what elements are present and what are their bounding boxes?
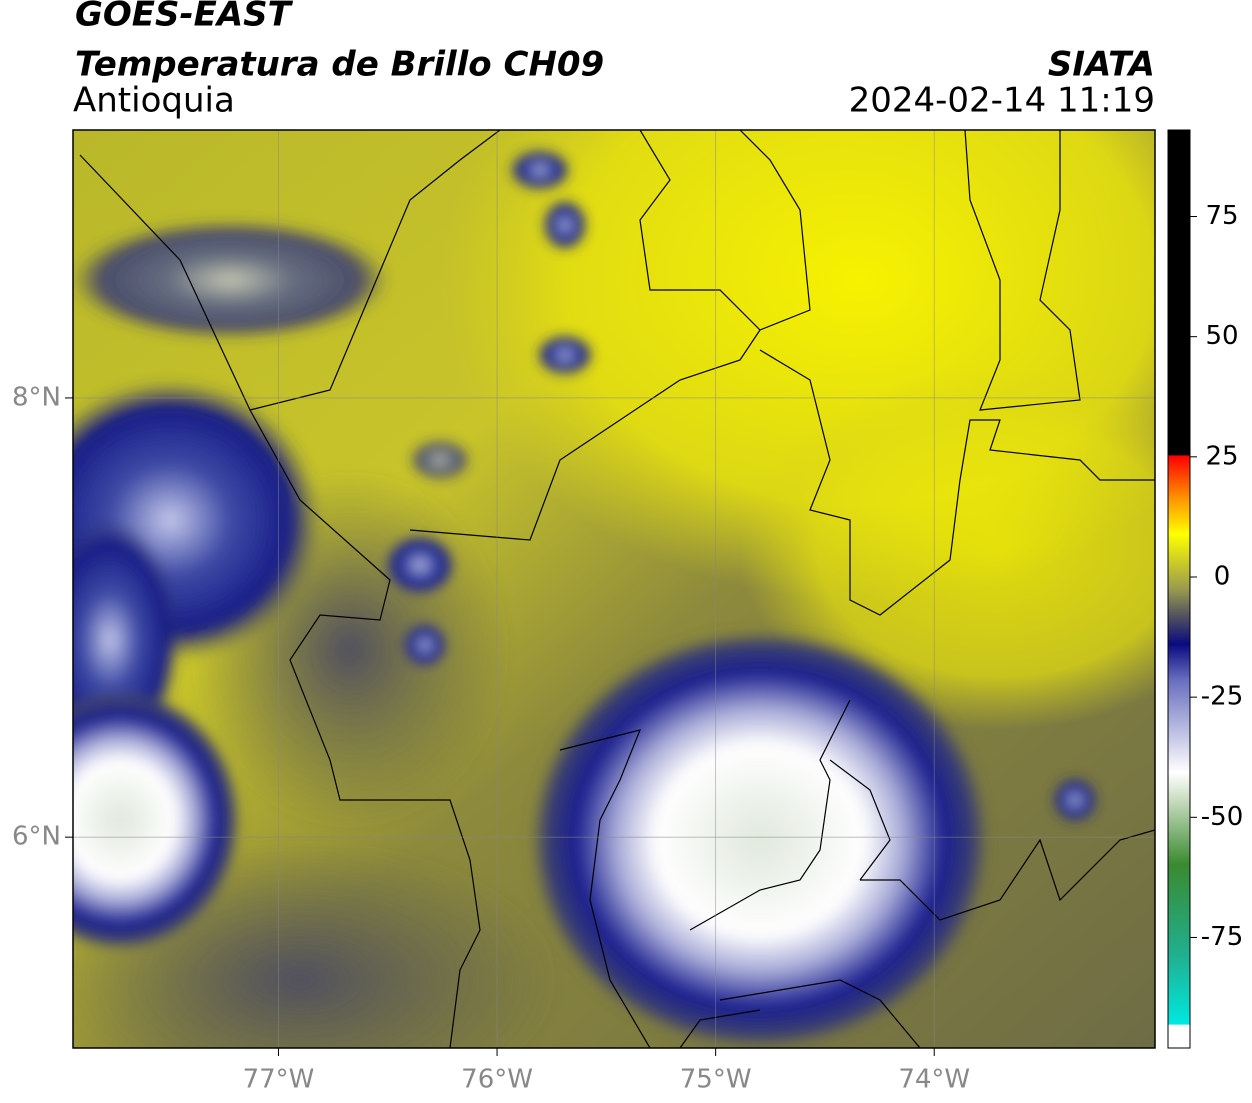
- colorbar-tick-label: 25: [1205, 441, 1238, 471]
- timestamp: 2024-02-14 11:19: [849, 81, 1155, 121]
- region: Antioquia: [73, 81, 235, 121]
- colorbar-tick-label: -50: [1201, 802, 1243, 832]
- map-frame: [72, 129, 1156, 1049]
- grid: [73, 130, 1155, 1048]
- borders: [79, 130, 1155, 1048]
- ticks: 77°W 76°W 75°W 74°W 8°N 6°N 75 50 25 0 -25 -50 -75: [12, 201, 1243, 1094]
- colorbar-tick-label: -25: [1201, 682, 1243, 712]
- y-tick-label: 8°N: [12, 382, 61, 412]
- x-tick-label: 76°W: [461, 1065, 533, 1095]
- colorbar-tick-label: -75: [1201, 922, 1243, 952]
- colorbar: [1167, 129, 1191, 1049]
- x-tick-label: 77°W: [243, 1065, 315, 1095]
- x-tick-label: 75°W: [680, 1065, 752, 1095]
- colorbar-tick-label: 75: [1205, 201, 1238, 231]
- title: GOES-EAST: [75, 0, 294, 35]
- subtitle: Temperatura de Brillo CH09: [75, 45, 604, 85]
- x-tick-label: 74°W: [898, 1065, 970, 1095]
- colorbar-tick-label: 50: [1205, 321, 1238, 351]
- colorbar-tick-label: 0: [1214, 561, 1231, 591]
- y-tick-label: 6°N: [12, 822, 61, 852]
- source: SIATA: [1048, 45, 1155, 85]
